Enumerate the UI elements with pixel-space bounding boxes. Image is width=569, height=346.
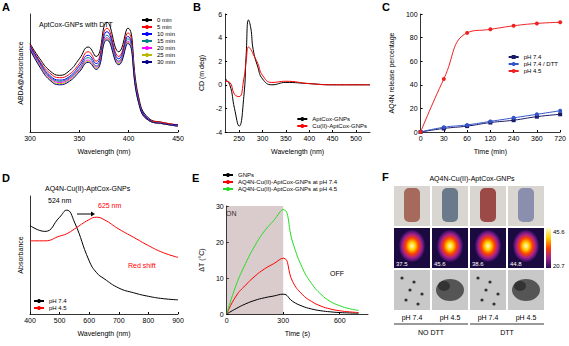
svg-text:Wavelength (nm): Wavelength (nm) [271, 148, 324, 156]
svg-text:Wavelength (nm): Wavelength (nm) [77, 148, 130, 156]
svg-text:450: 450 [327, 135, 339, 142]
svg-text:C: C [382, 1, 390, 13]
svg-text:NO DTT: NO DTT [418, 329, 445, 336]
svg-text:6: 6 [218, 11, 222, 18]
svg-text:AptCox-GNPs with DTT: AptCox-GNPs with DTT [39, 21, 114, 29]
svg-text:120: 120 [485, 135, 497, 142]
svg-text:30: 30 [440, 135, 448, 142]
svg-text:625 nm: 625 nm [98, 202, 122, 209]
svg-text:0: 0 [220, 311, 224, 318]
svg-text:350: 350 [73, 135, 85, 142]
svg-text:524 nm: 524 nm [48, 197, 72, 204]
svg-text:0: 0 [225, 317, 229, 324]
svg-text:500: 500 [54, 317, 66, 324]
svg-text:AQ4N-Cu(II)-AptCox-GNPs at pH: AQ4N-Cu(II)-AptCox-GNPs at pH 7.4 [238, 179, 338, 185]
svg-text:600: 600 [83, 317, 95, 324]
svg-text:pH 7.4: pH 7.4 [524, 54, 542, 60]
svg-text:40: 40 [410, 81, 418, 88]
svg-text:Cu(II)-AptCox-GNPs: Cu(II)-AptCox-GNPs [312, 123, 367, 129]
svg-text:20: 20 [216, 239, 224, 246]
svg-text:20 min: 20 min [157, 45, 175, 51]
svg-text:-4: -4 [216, 129, 222, 136]
svg-text:F: F [382, 171, 389, 183]
svg-text:300: 300 [24, 135, 36, 142]
svg-text:900: 900 [172, 317, 184, 324]
svg-text:pH 7.4: pH 7.4 [402, 314, 423, 322]
svg-text:-2: -2 [216, 105, 222, 112]
svg-text:Absorbance: Absorbance [17, 236, 24, 273]
svg-text:60: 60 [410, 58, 418, 65]
svg-text:0 min: 0 min [157, 17, 172, 23]
svg-text:OFF: OFF [330, 270, 344, 277]
svg-text:Wavelength (nm): Wavelength (nm) [77, 330, 130, 338]
svg-text:80: 80 [410, 34, 418, 41]
svg-text:D: D [2, 172, 10, 184]
svg-text:pH 7.4 / DTT: pH 7.4 / DTT [524, 61, 559, 67]
svg-text:350: 350 [280, 135, 292, 142]
svg-text:GNPs: GNPs [238, 172, 254, 178]
svg-text:360: 360 [531, 135, 543, 142]
svg-text:10: 10 [216, 275, 224, 282]
svg-text:250: 250 [233, 135, 245, 142]
svg-text:10 min: 10 min [157, 31, 175, 37]
svg-text:800: 800 [143, 317, 155, 324]
svg-text:400: 400 [303, 135, 315, 142]
svg-text:300: 300 [277, 317, 289, 324]
svg-text:45.6: 45.6 [553, 229, 565, 235]
svg-text:720: 720 [554, 135, 566, 142]
svg-text:4: 4 [218, 34, 222, 41]
svg-text:Red shift: Red shift [128, 262, 156, 269]
svg-text:500: 500 [350, 135, 362, 142]
svg-text:5 min: 5 min [157, 24, 172, 30]
svg-text:300: 300 [257, 135, 269, 142]
svg-text:400: 400 [24, 317, 36, 324]
svg-text:B: B [193, 1, 201, 13]
svg-text:AQ4N-Cu(II)-AptCox-GNPs: AQ4N-Cu(II)-AptCox-GNPs [429, 175, 515, 183]
svg-text:Time (min): Time (min) [474, 148, 507, 156]
svg-text:45.6: 45.6 [434, 261, 446, 267]
svg-text:450: 450 [172, 135, 184, 142]
svg-text:DTT: DTT [500, 329, 514, 336]
svg-text:pH 4.5: pH 4.5 [440, 314, 461, 322]
svg-text:20.7: 20.7 [553, 263, 565, 269]
svg-text:2: 2 [218, 58, 222, 65]
svg-text:AptCox-GNPs: AptCox-GNPs [312, 116, 350, 122]
svg-text:600: 600 [334, 317, 346, 324]
svg-text:38.6: 38.6 [472, 261, 484, 267]
svg-text:37.5: 37.5 [396, 261, 408, 267]
svg-text:pH 7.4: pH 7.4 [478, 314, 499, 322]
svg-text:CD (m deg): CD (m deg) [198, 55, 206, 91]
svg-text:400: 400 [123, 135, 135, 142]
svg-text:30: 30 [216, 203, 224, 210]
svg-text:pH 4.5: pH 4.5 [516, 314, 537, 322]
svg-text:pH 7.4: pH 7.4 [49, 298, 67, 304]
svg-text:240: 240 [508, 135, 520, 142]
svg-text:44.8: 44.8 [510, 261, 522, 267]
svg-text:30 min: 30 min [157, 59, 175, 65]
svg-text:Time (s): Time (s) [285, 330, 310, 338]
svg-text:20: 20 [410, 105, 418, 112]
svg-text:0: 0 [218, 81, 222, 88]
svg-text:AQ4N release percentage: AQ4N release percentage [388, 32, 396, 113]
svg-text:0: 0 [419, 135, 423, 142]
svg-text:pH 4.5: pH 4.5 [49, 305, 67, 311]
svg-text:ΔT (°C): ΔT (°C) [198, 248, 206, 271]
svg-text:E: E [192, 172, 199, 184]
svg-text:60: 60 [463, 135, 471, 142]
svg-text:ABDA@Absorbance: ABDA@Absorbance [17, 41, 24, 105]
svg-text:25 min: 25 min [157, 52, 175, 58]
svg-text:700: 700 [113, 317, 125, 324]
svg-text:100: 100 [406, 11, 418, 18]
svg-text:A: A [2, 1, 10, 13]
svg-text:AQ4N-Cu(II)-AptCox-GNPs: AQ4N-Cu(II)-AptCox-GNPs [45, 185, 131, 193]
svg-text:15 min: 15 min [157, 38, 175, 44]
svg-text:0: 0 [414, 129, 418, 136]
svg-text:AQ4N-Cu(II)-AptCox-GNPs at pH: AQ4N-Cu(II)-AptCox-GNPs at pH 4.5 [238, 186, 338, 192]
svg-text:pH 4.5: pH 4.5 [524, 68, 542, 74]
